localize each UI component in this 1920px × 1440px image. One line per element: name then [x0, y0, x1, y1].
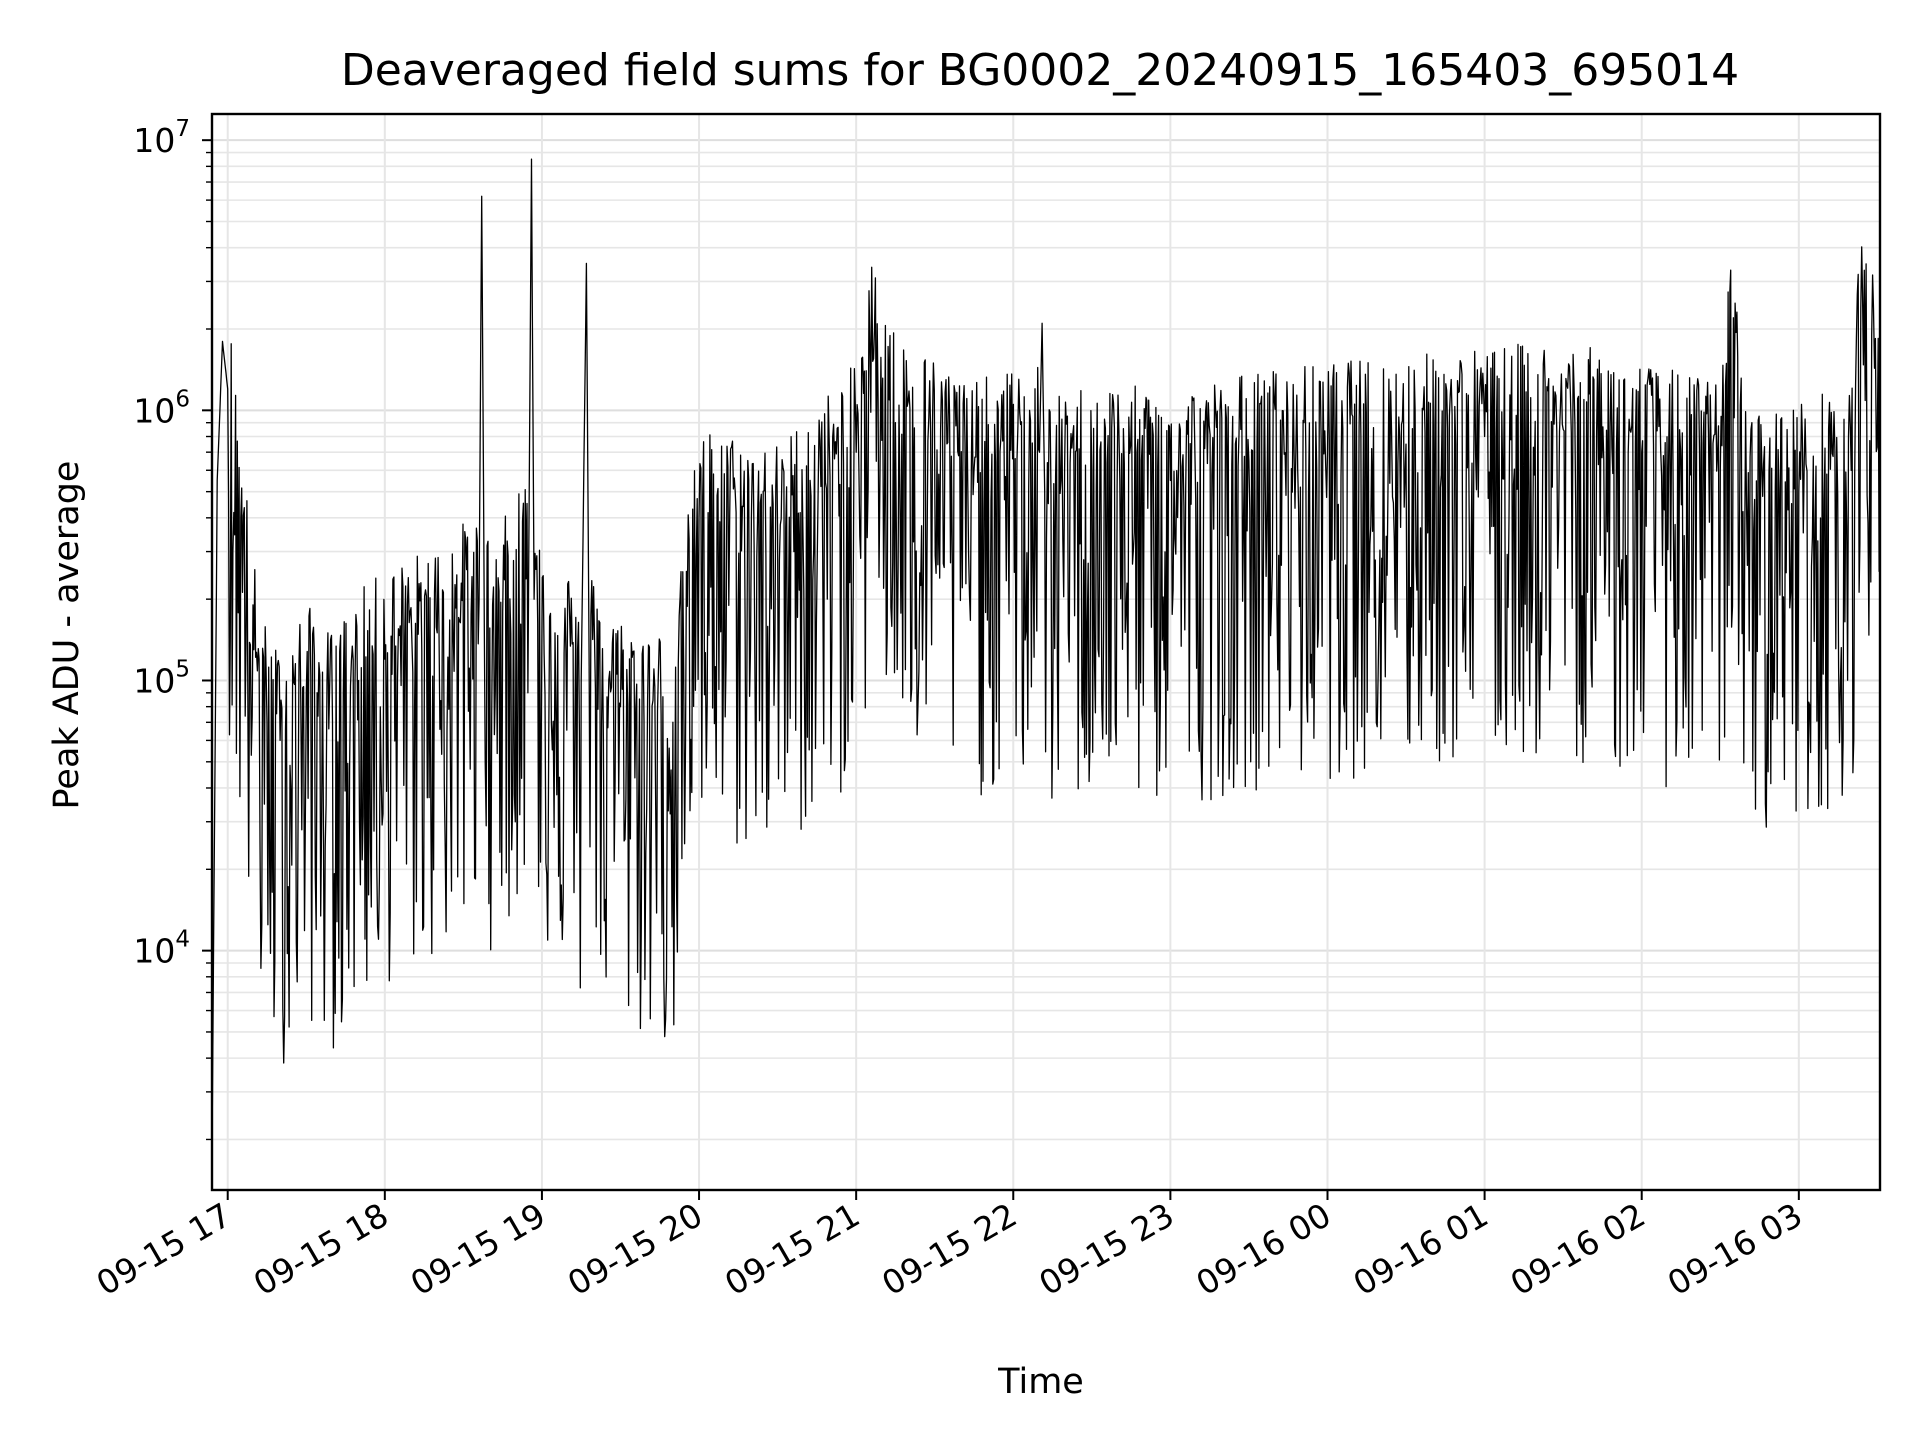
series-line — [211, 158, 1881, 1152]
y-axis-label: Peak ADU - average — [47, 461, 87, 810]
y-tick-label: 105 — [133, 656, 190, 700]
y-tick-label: 106 — [133, 386, 190, 430]
chart-title: Deaveraged field sums for BG0002_2024091… — [341, 45, 1739, 96]
y-tick-label: 107 — [133, 116, 190, 160]
plot-frame — [210, 112, 1882, 1192]
series-path — [211, 158, 1881, 1152]
y-axis-ticks: 104 105 106 107 — [133, 116, 212, 1141]
x-axis-label: Time — [997, 1362, 1084, 1402]
y-tick-label: 104 — [133, 927, 190, 971]
